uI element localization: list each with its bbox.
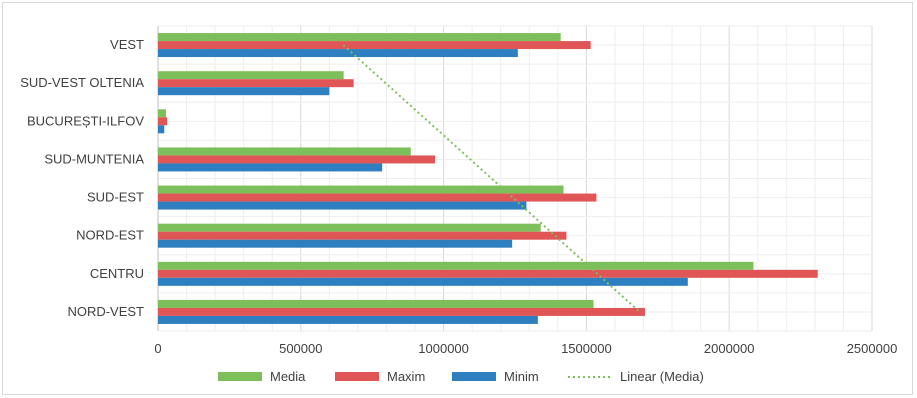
category-label: SUD-VEST OLTENIA — [20, 75, 144, 90]
bar-maxim — [158, 269, 818, 278]
bar-minim — [158, 163, 383, 172]
category-label: CENTRU — [90, 266, 144, 281]
bar-minim — [158, 201, 527, 210]
bar-media — [158, 109, 166, 118]
category-label: NORD-VEST — [67, 304, 144, 319]
bar-minim — [158, 49, 518, 58]
x-tick-label: 1000000 — [418, 341, 469, 356]
bar-media — [158, 185, 564, 194]
x-tick-label: 500000 — [279, 341, 322, 356]
category-label: NORD-EST — [76, 228, 144, 243]
category-label: VEST — [110, 37, 144, 52]
x-tick-label: 2500000 — [847, 341, 898, 356]
legend-label: Minim — [504, 369, 539, 384]
bar-minim — [158, 239, 513, 248]
bar-minim — [158, 125, 165, 134]
bar-maxim — [158, 117, 168, 126]
bar-media — [158, 299, 594, 308]
legend-swatch-maxim — [335, 372, 379, 381]
bar-maxim — [158, 41, 591, 50]
bar-media — [158, 71, 344, 80]
bar-minim — [158, 315, 538, 324]
bar-media — [158, 261, 754, 270]
bar-media — [158, 147, 411, 156]
x-tick-label: 2000000 — [704, 341, 755, 356]
legend-label: Media — [270, 369, 306, 384]
legend-swatch-minim — [452, 372, 496, 381]
bar-maxim — [158, 193, 597, 202]
x-tick-label: 1500000 — [561, 341, 612, 356]
bar-minim — [158, 277, 688, 286]
bar-minim — [158, 87, 330, 96]
legend-label: Maxim — [387, 369, 425, 384]
bar-maxim — [158, 231, 567, 240]
bar-media — [158, 33, 561, 42]
category-label: BUCUREȘTI-ILFOV — [27, 113, 144, 128]
bar-media — [158, 223, 541, 232]
category-label: SUD-EST — [87, 190, 144, 205]
category-label: SUD-MUNTENIA — [44, 151, 144, 166]
bar-maxim — [158, 307, 645, 316]
x-tick-label: 0 — [154, 341, 161, 356]
legend-label: Linear (Media) — [620, 369, 704, 384]
bar-maxim — [158, 79, 354, 88]
trendline — [342, 44, 641, 313]
legend-swatch-media — [218, 372, 262, 381]
bar-maxim — [158, 155, 436, 164]
